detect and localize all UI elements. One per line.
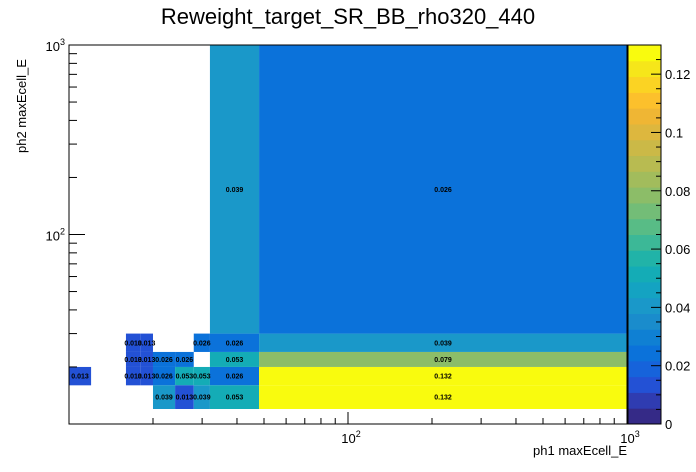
heatmap-cell [152, 366, 176, 386]
color-scale [627, 44, 662, 425]
color-scale-swatch [628, 60, 661, 78]
cell-value-label: 0.013 [138, 374, 156, 381]
cell-value-label: 0.039 [434, 340, 452, 347]
color-scale-swatch [628, 329, 661, 346]
heatmap-cell [259, 333, 627, 352]
y-axis-label: ph2 maxEcell_E [14, 59, 29, 153]
heatmap-cell [152, 385, 176, 409]
cell-value-label: 0.013 [138, 357, 156, 364]
cell-value-label: 0.026 [155, 357, 173, 364]
cell-value-label: 0.026 [226, 340, 244, 347]
color-scale-tick-label: 0.12 [665, 67, 690, 82]
heatmap-cell [140, 366, 153, 386]
color-scale-swatch [628, 171, 661, 188]
heatmap-cell [125, 351, 141, 367]
color-scale-ticks: 0 0.02 0.04 0.06 0.08 0.1 0.12 [651, 44, 690, 432]
y-tick-label: 102 [46, 227, 65, 244]
heatmap-cell [209, 333, 260, 352]
heatmap-cell [69, 366, 92, 386]
color-scale-tick-label: 0 [665, 417, 672, 432]
color-scale-tick-label: 0.02 [665, 359, 690, 374]
color-scale-swatch [628, 155, 661, 172]
cell-value-label: 0.039 [155, 395, 173, 402]
color-scale-swatch [628, 408, 661, 425]
cell-value-label: 0.132 [434, 395, 452, 402]
color-scale-swatch [628, 345, 661, 362]
color-scale-swatch [628, 45, 661, 62]
y-tick-label: 103 [46, 37, 65, 54]
cell-value-label: 0.079 [434, 357, 452, 364]
heatmap-cell [209, 45, 260, 334]
heatmap-cells [69, 45, 627, 409]
x-axis-ticks: 102 103 [68, 412, 640, 446]
x-tick-label: 102 [341, 429, 360, 446]
cell-value-label: 0.026 [193, 340, 211, 347]
cell-value-label: 0.013 [124, 357, 142, 364]
color-scale-swatch [628, 360, 661, 378]
cell-value-label: 0.013 [124, 374, 142, 381]
cell-value-label: 0.039 [193, 395, 211, 402]
heatmap-cell [259, 351, 627, 367]
cell-value-label: 0.026 [434, 187, 452, 194]
cell-value-label: 0.132 [434, 374, 452, 381]
cell-value-label: 0.013 [71, 374, 89, 381]
heatmap-cell [193, 366, 210, 386]
color-scale-swatch [628, 281, 661, 299]
color-scale-swatch [628, 139, 661, 157]
heatmap-cell [209, 366, 260, 386]
color-scale-swatch [628, 187, 661, 204]
color-scale-swatch [628, 76, 661, 93]
cell-value-label: 0.053 [226, 395, 244, 402]
heatmap-cell [259, 45, 627, 334]
color-scale-swatch [628, 297, 661, 314]
cell-value-label: 0.013 [138, 340, 156, 347]
color-scale-swatch [628, 218, 661, 235]
heatmap-cell [125, 333, 141, 352]
color-scale-swatch [628, 92, 661, 109]
color-scale-tick-label: 0.1 [665, 125, 683, 140]
color-scale-swatch [628, 376, 661, 393]
chart-title: Reweight_target_SR_BB_rho320_440 [161, 4, 535, 29]
heatmap-cell [125, 366, 141, 386]
color-scale-tick-label: 0.04 [665, 300, 690, 315]
heatmap-cell [152, 351, 176, 367]
cell-value-label: 0.026 [155, 374, 173, 381]
cell-value-label: 0.026 [176, 357, 194, 364]
color-scale-swatch [628, 313, 661, 330]
cell-value-label: 0.026 [226, 374, 244, 381]
heatmap-cell [209, 385, 260, 409]
color-scale-tick-label: 0.06 [665, 242, 690, 257]
heatmap-cell [209, 351, 260, 367]
heatmap-cell [175, 385, 194, 409]
color-scale-swatch [628, 234, 661, 251]
heatmap-cell [259, 366, 627, 386]
cell-value-label: 0.053 [176, 374, 194, 381]
heatmap-cell [140, 333, 153, 352]
cell-value-label: 0.053 [193, 374, 211, 381]
heatmap-cell [175, 351, 194, 367]
cell-value-label: 0.013 [124, 340, 142, 347]
color-scale-swatch [628, 123, 661, 141]
color-scale-swatch [628, 392, 661, 409]
cell-value-label: 0.013 [176, 395, 194, 402]
cell-value-label: 0.039 [226, 187, 244, 194]
color-scale-swatch [628, 250, 661, 267]
cell-value-label: 0.053 [226, 357, 244, 364]
color-scale-tick-label: 0.08 [665, 184, 690, 199]
y-axis-ticks: 102 103 [46, 37, 85, 425]
heatmap-cell [259, 385, 627, 409]
heatmap-cell [175, 366, 194, 386]
heatmap-cell [193, 385, 210, 409]
color-scale-swatch [628, 266, 661, 283]
color-scale-swatch [628, 202, 661, 220]
color-scale-swatch [628, 108, 661, 125]
heatmap-cell [140, 351, 153, 367]
x-axis-label: ph1 maxEcell_E [533, 443, 627, 458]
heatmap-cell [193, 333, 210, 352]
